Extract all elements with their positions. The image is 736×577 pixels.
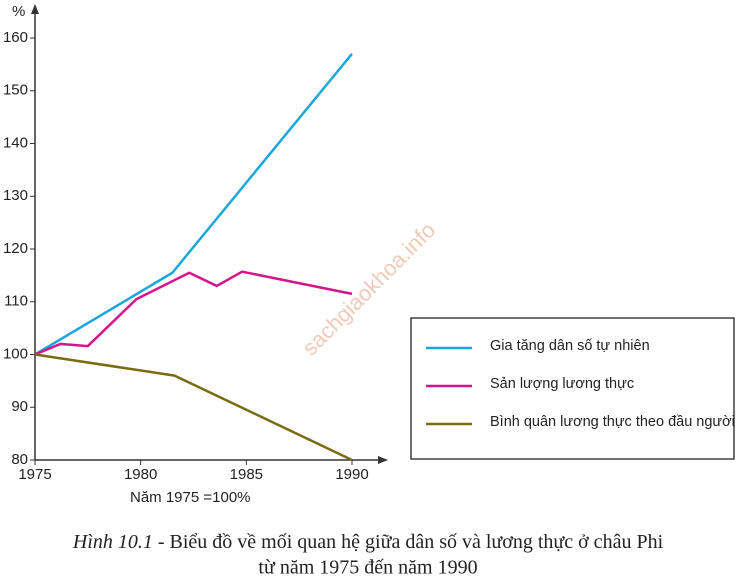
series-line	[34, 353, 353, 462]
x-note: Năm 1975 =100%	[130, 489, 251, 506]
x-tick-label: 1975	[18, 466, 51, 483]
y-tick-label: 140	[3, 134, 28, 151]
legend-label: Bình quân lương thực theo đầu người	[490, 414, 735, 430]
x-tick-label: 1980	[124, 466, 157, 483]
y-tick-label: 80	[11, 451, 28, 468]
legend-label: Gia tăng dân số tự nhiên	[490, 338, 650, 354]
series-line	[34, 270, 353, 356]
x-tick-label: 1985	[230, 466, 263, 483]
legend-box	[410, 317, 735, 460]
caption-line2: từ năm 1975 đến năm 1990	[258, 557, 477, 577]
y-arrow	[31, 4, 39, 14]
y-tick-label: 110	[4, 293, 28, 310]
caption-text: - Biểu đồ về mối quan hệ giữa dân số và …	[158, 531, 664, 553]
y-tick-label: 120	[3, 240, 28, 257]
series-line	[34, 53, 353, 356]
y-tick-label: 150	[3, 82, 28, 99]
y-tick-label: 160	[3, 29, 28, 46]
x-arrow	[378, 456, 388, 464]
figure-label: Hình 10.1	[72, 531, 153, 553]
legend-label: Sản lượng lương thực	[490, 376, 634, 392]
x-tick-label: 1990	[335, 466, 368, 483]
y-axis-label: %	[12, 3, 25, 20]
y-tick-label: 90	[11, 398, 28, 415]
y-tick-label: 130	[3, 187, 28, 204]
caption-line1: Hình 10.1 - Biểu đồ về mối quan hệ giữa …	[72, 531, 664, 553]
y-tick-label: 100	[3, 345, 28, 362]
